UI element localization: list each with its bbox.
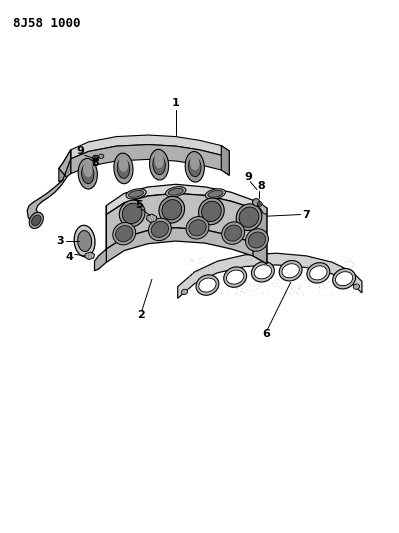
Polygon shape — [178, 253, 362, 298]
Ellipse shape — [94, 156, 97, 159]
Ellipse shape — [166, 187, 186, 197]
Text: 1: 1 — [172, 98, 180, 108]
Ellipse shape — [113, 222, 136, 245]
Ellipse shape — [205, 189, 225, 199]
Ellipse shape — [188, 157, 201, 177]
Ellipse shape — [227, 270, 244, 284]
Ellipse shape — [126, 189, 146, 199]
Ellipse shape — [119, 157, 128, 172]
Ellipse shape — [224, 267, 247, 287]
Ellipse shape — [128, 190, 144, 197]
Text: 8: 8 — [257, 181, 265, 191]
Polygon shape — [27, 150, 71, 225]
Ellipse shape — [93, 155, 99, 160]
Text: 7: 7 — [302, 209, 310, 220]
Ellipse shape — [336, 272, 353, 286]
Ellipse shape — [208, 190, 223, 197]
Polygon shape — [71, 135, 229, 160]
Ellipse shape — [251, 262, 275, 282]
Ellipse shape — [186, 216, 209, 239]
Ellipse shape — [254, 265, 272, 279]
Ellipse shape — [310, 266, 327, 280]
Ellipse shape — [199, 198, 224, 225]
Ellipse shape — [32, 215, 41, 225]
Ellipse shape — [279, 261, 302, 281]
Ellipse shape — [199, 278, 216, 292]
Polygon shape — [107, 193, 267, 251]
Ellipse shape — [185, 151, 204, 182]
Ellipse shape — [78, 158, 97, 189]
Ellipse shape — [151, 221, 168, 237]
Ellipse shape — [150, 149, 169, 180]
Polygon shape — [107, 228, 267, 264]
Text: 9: 9 — [244, 172, 252, 182]
Ellipse shape — [148, 218, 171, 240]
Polygon shape — [95, 206, 107, 271]
Polygon shape — [59, 150, 71, 182]
Ellipse shape — [307, 263, 330, 283]
Ellipse shape — [168, 188, 183, 195]
Ellipse shape — [153, 155, 165, 175]
Polygon shape — [107, 184, 267, 216]
Ellipse shape — [83, 162, 93, 177]
Ellipse shape — [74, 225, 95, 257]
Text: 8J58 1000: 8J58 1000 — [13, 17, 81, 30]
Ellipse shape — [245, 229, 269, 251]
Ellipse shape — [119, 200, 145, 227]
Ellipse shape — [190, 155, 200, 170]
Ellipse shape — [225, 225, 242, 241]
Ellipse shape — [29, 212, 43, 229]
Ellipse shape — [257, 201, 262, 206]
Ellipse shape — [236, 204, 262, 231]
Ellipse shape — [117, 158, 130, 179]
Ellipse shape — [201, 201, 221, 222]
Ellipse shape — [99, 154, 104, 158]
Ellipse shape — [239, 207, 259, 228]
Polygon shape — [253, 200, 267, 264]
Polygon shape — [85, 252, 95, 260]
Ellipse shape — [353, 284, 359, 289]
Polygon shape — [146, 214, 157, 222]
Text: 8: 8 — [92, 158, 100, 167]
Ellipse shape — [122, 203, 142, 224]
Ellipse shape — [253, 199, 260, 206]
Text: 3: 3 — [56, 236, 64, 246]
Ellipse shape — [77, 231, 92, 252]
Ellipse shape — [248, 232, 266, 248]
Ellipse shape — [81, 164, 94, 184]
Ellipse shape — [282, 264, 299, 278]
Polygon shape — [221, 146, 229, 175]
Polygon shape — [257, 200, 267, 215]
Text: 9: 9 — [77, 147, 85, 157]
Text: 2: 2 — [137, 310, 145, 320]
Polygon shape — [71, 144, 229, 175]
Ellipse shape — [333, 269, 356, 289]
Ellipse shape — [196, 275, 219, 295]
Ellipse shape — [222, 222, 245, 244]
Ellipse shape — [181, 289, 188, 295]
Text: 5: 5 — [136, 200, 143, 210]
Ellipse shape — [154, 153, 164, 168]
Text: 6: 6 — [262, 329, 270, 339]
Ellipse shape — [162, 200, 182, 220]
Ellipse shape — [189, 220, 206, 236]
Text: 4: 4 — [65, 252, 73, 262]
Ellipse shape — [159, 197, 185, 223]
Ellipse shape — [114, 153, 133, 184]
Ellipse shape — [116, 225, 133, 241]
